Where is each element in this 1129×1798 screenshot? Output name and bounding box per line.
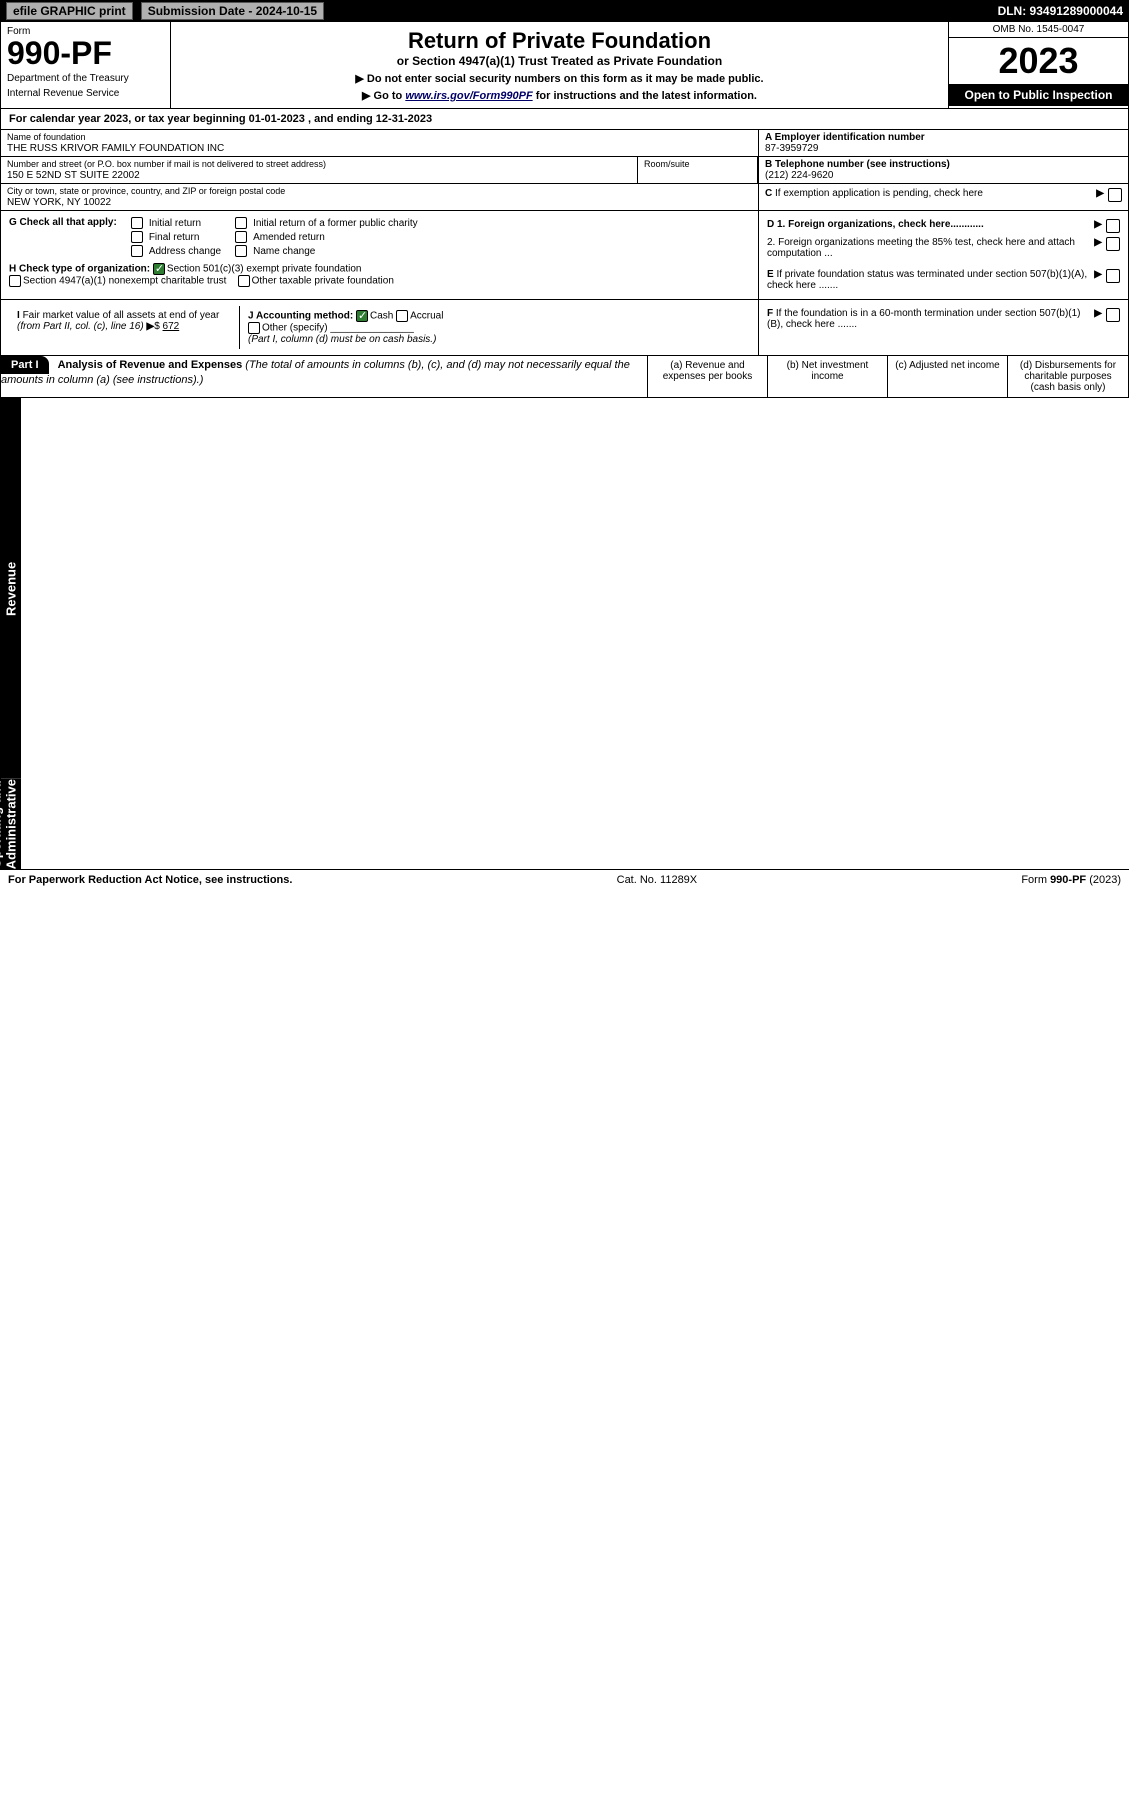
footer-right: Form 990-PF (2023) [1021, 874, 1121, 886]
col-d-header: (d) Disbursements for charitable purpose… [1008, 356, 1128, 397]
d2-checkbox[interactable] [1106, 237, 1120, 251]
i-label: Fair market value of all assets at end o… [17, 310, 219, 332]
city-state-zip: NEW YORK, NY 10022 [7, 197, 111, 208]
main-table [21, 398, 1129, 869]
checkbox-initial[interactable] [131, 217, 143, 229]
calendar-year-line: For calendar year 2023, or tax year begi… [0, 109, 1129, 130]
telephone: (212) 224-9620 [765, 170, 833, 181]
omb: OMB No. 1545-0047 [949, 22, 1128, 38]
part1-heading: Analysis of Revenue and Expenses [58, 359, 243, 371]
form-header: Form 990-PF Department of the Treasury I… [0, 22, 1129, 109]
f-checkbox[interactable] [1106, 308, 1120, 322]
tax-year: 2023 [949, 38, 1128, 84]
instr1: ▶ Do not enter social security numbers o… [181, 72, 938, 85]
instr2: ▶ Go to www.irs.gov/Form990PF for instru… [181, 89, 938, 102]
d1-checkbox[interactable] [1106, 219, 1120, 233]
top-bar: efile GRAPHIC print Submission Date - 20… [0, 0, 1129, 22]
vertical-labels: Revenue Operating and Administrative Exp… [0, 398, 21, 869]
checkbox-501c3[interactable] [153, 263, 165, 275]
footer-center: Cat. No. 11289X [617, 874, 698, 886]
address: 150 E 52ND ST SUITE 22002 [7, 170, 140, 181]
col-b-header: (b) Net investment income [768, 356, 888, 397]
open-to-public: Open to Public Inspection [949, 84, 1128, 106]
irs-link[interactable]: www.irs.gov/Form990PF [405, 90, 532, 102]
h-label: H Check type of organization: [9, 264, 150, 275]
form-number: 990-PF [7, 37, 164, 69]
checkbox-name[interactable] [235, 245, 247, 257]
b-label: B Telephone number (see instructions) [765, 159, 950, 170]
d1-text: D 1. Foreign organizations, check here..… [767, 219, 984, 230]
addr-label: Number and street (or P.O. box number if… [7, 159, 326, 169]
checkbox-other-taxable[interactable] [238, 275, 250, 287]
footer: For Paperwork Reduction Act Notice, see … [0, 869, 1129, 890]
fmv-value: 672 [163, 321, 180, 332]
c-checkbox[interactable] [1108, 188, 1122, 202]
room-label: Room/suite [644, 159, 690, 169]
footer-left: For Paperwork Reduction Act Notice, see … [8, 874, 292, 886]
dept-treasury: Department of the Treasury [7, 73, 164, 84]
checkbox-cash[interactable] [356, 310, 368, 322]
checkbox-amended[interactable] [235, 231, 247, 243]
col-a-header: (a) Revenue and expenses per books [648, 356, 768, 397]
checkbox-accrual[interactable] [396, 310, 408, 322]
main-table-area: Revenue Operating and Administrative Exp… [0, 398, 1129, 869]
efile-btn[interactable]: efile GRAPHIC print [6, 2, 133, 20]
info-block: Name of foundationTHE RUSS KRIVOR FAMILY… [0, 130, 1129, 211]
checkbox-address[interactable] [131, 245, 143, 257]
foundation-name: THE RUSS KRIVOR FAMILY FOUNDATION INC [7, 143, 224, 154]
expenses-label: Operating and Administrative Expenses [1, 778, 21, 869]
city-label: City or town, state or province, country… [7, 186, 285, 196]
checkbox-other-method[interactable] [248, 322, 260, 334]
col-c-header: (c) Adjusted net income [888, 356, 1008, 397]
e-text: If private foundation status was termina… [767, 269, 1087, 291]
checkbox-final[interactable] [131, 231, 143, 243]
checkbox-initial-former[interactable] [235, 217, 247, 229]
g-label: G Check all that apply: [9, 217, 117, 228]
dln: DLN: 93491289000044 [998, 4, 1123, 18]
d2-text: 2. Foreign organizations meeting the 85%… [767, 237, 1094, 259]
subtitle: or Section 4947(a)(1) Trust Treated as P… [181, 54, 938, 68]
ij-row: I Fair market value of all assets at end… [0, 300, 1129, 356]
dept-irs: Internal Revenue Service [7, 88, 164, 99]
title: Return of Private Foundation [181, 28, 938, 54]
name-label: Name of foundation [7, 132, 86, 142]
a-label: A Employer identification number [765, 132, 925, 143]
part1-header-row: Part I Analysis of Revenue and Expenses … [0, 356, 1129, 398]
ein: 87-3959729 [765, 143, 818, 154]
f-text: If the foundation is in a 60-month termi… [767, 308, 1081, 330]
revenue-label: Revenue [1, 398, 21, 778]
c-label: If exemption application is pending, che… [775, 188, 983, 199]
part1-badge: Part I [1, 356, 49, 374]
j-label: J Accounting method: [248, 311, 353, 322]
j-note: (Part I, column (d) must be on cash basi… [248, 334, 436, 345]
check-section: G Check all that apply: Initial return F… [0, 211, 1129, 300]
checkbox-4947[interactable] [9, 275, 21, 287]
e-checkbox[interactable] [1106, 269, 1120, 283]
submission-date: Submission Date - 2024-10-15 [141, 2, 324, 20]
